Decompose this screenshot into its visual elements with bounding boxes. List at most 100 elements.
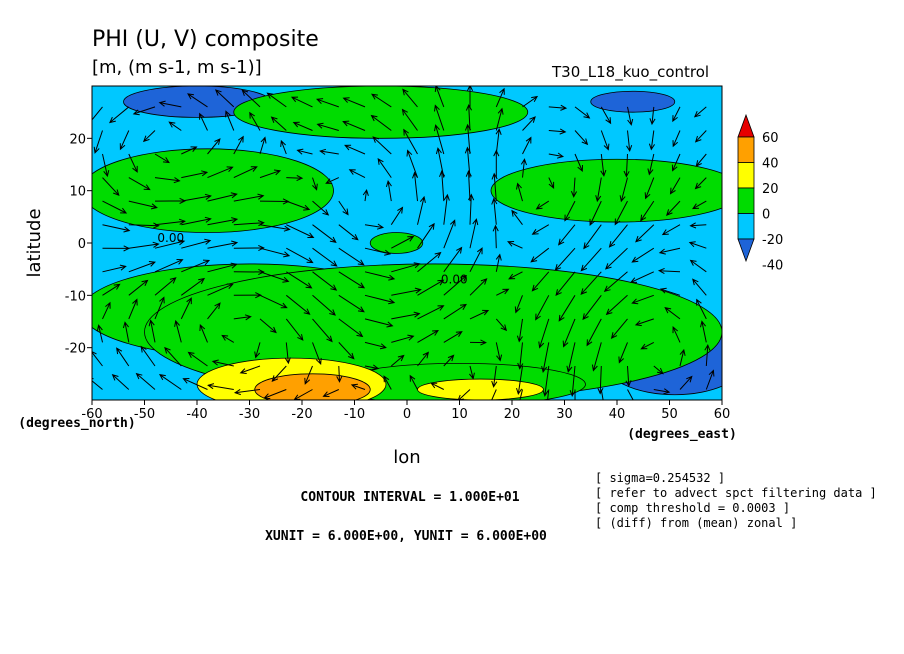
notes: [ sigma=0.254532 ] [ refer to advect spc… [595,471,877,530]
chart-subtitle: [m, (m s-1, m s-1)] [92,57,262,78]
wind-vector [600,106,612,125]
wind-vector [263,389,287,400]
wind-vector [659,287,681,296]
wind-vector [364,364,380,371]
wind-vector [154,259,184,273]
wind-vector [390,354,405,367]
wind-vector [385,180,392,202]
colorbar-box [737,162,755,189]
wind-vector [102,153,110,178]
wind-vector [128,177,151,191]
field-region [92,148,334,233]
wind-vector [597,365,604,395]
wind-vector [233,166,258,179]
wind-vector [259,136,267,155]
wind-vector [233,268,265,276]
wind-vectors [92,86,715,400]
wind-vector [669,177,681,195]
wind-vector [135,372,156,390]
wind-vector [530,247,550,263]
wind-vector [233,193,265,202]
wind-vector [627,106,634,126]
wind-vector [199,112,208,131]
wind-vector [207,192,238,202]
wind-vector [312,318,333,343]
wind-vector [434,124,445,155]
wind-vector [285,318,304,341]
wind-vector [225,110,235,131]
wind-vector [430,382,445,390]
wind-vector [342,97,366,108]
wind-vector [362,188,369,202]
wind-vector [600,130,610,151]
x-tick-label: -10 [344,407,365,422]
wind-vector [516,365,523,396]
wind-vector [443,246,463,273]
wind-vector [181,193,212,202]
wind-vector [469,365,475,380]
wind-vector [154,239,186,249]
wind-vector [259,294,288,309]
wind-vector [96,324,103,343]
wind-vector [417,222,435,249]
y-tick-label: 20 [69,132,86,147]
wind-vector [569,365,576,397]
field-region [490,158,722,223]
wind-vector [241,89,261,108]
wind-vector [249,111,261,131]
wind-vector [548,104,568,111]
wind-vector [516,182,523,202]
wind-vector [174,319,182,343]
wind-vector [286,247,314,264]
wind-vector [128,153,138,173]
wind-vector [383,375,392,390]
wind-vector [391,235,415,249]
wind-vector [417,279,445,296]
colorbar-label: -40 [762,259,783,274]
x-tick-label: 40 [609,407,626,422]
wind-vector [516,318,523,343]
wind-vector [207,240,239,249]
wind-vector [199,323,208,343]
wind-vector [122,321,130,343]
wind-vector [541,342,550,374]
wind-vector [181,238,212,249]
vector-units-text: XUNIT = 6.000E+00, YUNIT = 6.000E+00 [265,529,547,544]
wind-vector [586,318,602,347]
wind-vector [93,130,103,154]
wind-vector [116,347,130,367]
wind-vector [402,88,418,108]
x-tick-label: 50 [661,407,678,422]
wind-vector [644,177,655,200]
wind-vector [595,177,602,203]
wind-vector [259,318,277,334]
wind-vector [469,218,479,249]
wind-vector [391,311,421,320]
wind-vector [181,170,209,179]
wind-vector [566,342,576,373]
wind-vector [570,177,578,198]
wind-vector [465,103,473,131]
x-tick-label: -60 [81,407,102,422]
colorbar-arrow-top [737,113,755,138]
wind-vector [364,271,396,281]
wind-vector [535,200,550,210]
wind-vector [182,378,208,390]
wind-vector [704,343,711,367]
wind-vector [92,351,103,367]
wind-vector [102,301,111,320]
y-tick-label: 10 [69,185,86,200]
wind-vector [158,374,182,390]
wind-vector [623,153,630,178]
wind-vector [574,389,576,400]
wind-vector [631,247,655,263]
wind-vector [604,247,628,270]
wind-vector [233,244,265,252]
colorbar: 60 40 20 0 -20 -40 [737,113,783,274]
wind-vector [207,262,238,273]
wind-vector [689,259,707,273]
wind-vector [582,294,602,321]
wind-vector [649,106,656,126]
wind-vector [211,359,234,367]
wind-vector [391,334,415,343]
